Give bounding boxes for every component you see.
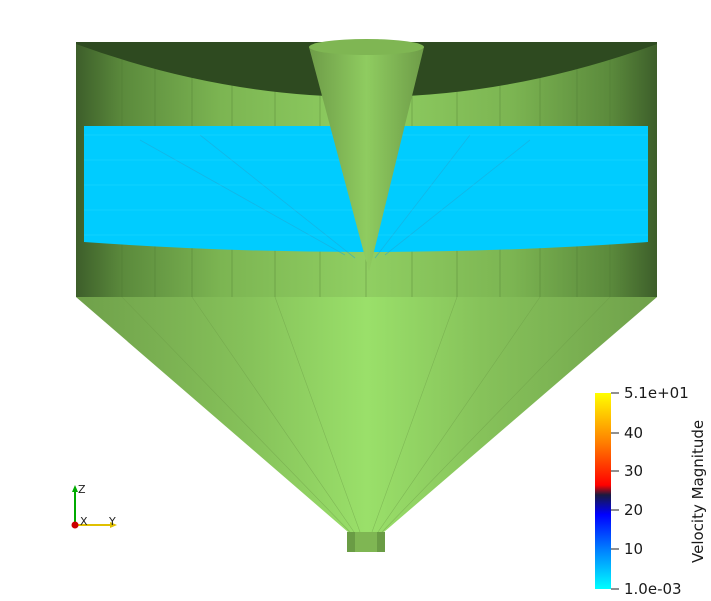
colorbar-tick-label: 40 (624, 424, 643, 442)
axis-z-label: Z (78, 483, 86, 496)
colorbar-tick-label: 10 (624, 540, 643, 558)
colorbar-tick-label: 30 (624, 462, 643, 480)
colorbar: 5.1e+01 40 30 20 10 1.0e-03 Velocity Mag… (595, 384, 707, 598)
colorbar-min-label: 1.0e-03 (624, 580, 682, 598)
colorbar-max-label: 5.1e+01 (624, 384, 689, 402)
axis-x-label: X (80, 515, 88, 528)
colorbar-tick-label: 20 (624, 501, 643, 519)
inlet-cone (309, 39, 424, 272)
orientation-axes[interactable]: Z X Y (71, 483, 118, 529)
colorbar-title: Velocity Magnitude (689, 420, 707, 563)
hopper-cone (76, 296, 657, 552)
colorbar-ramp (595, 393, 611, 589)
axis-y-label: Y (108, 515, 116, 528)
